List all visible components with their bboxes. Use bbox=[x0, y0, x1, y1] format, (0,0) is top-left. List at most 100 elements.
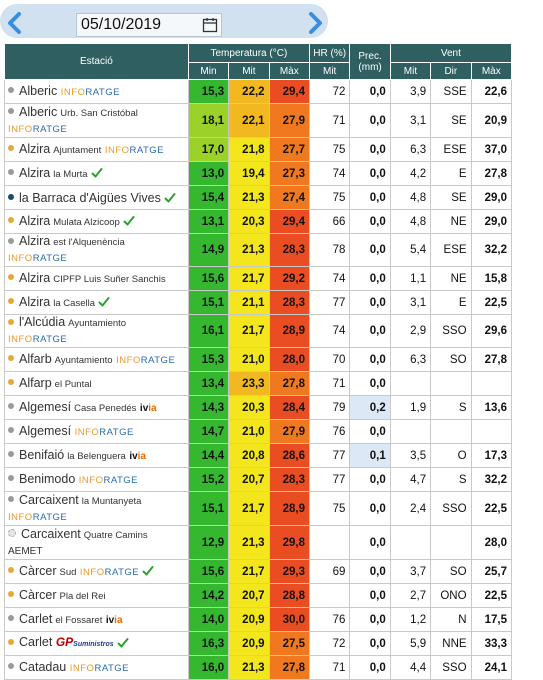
temp-min-cell: 16,1 bbox=[187, 314, 230, 348]
station-name[interactable]: Càrcer bbox=[19, 587, 57, 602]
station-cell[interactable]: Alzira la Casella bbox=[4, 290, 189, 315]
table-row[interactable]: Alzira Mulata Alzicoop 13,1 20,3 29,4 66 0,0 4,… bbox=[4, 209, 513, 234]
station-name[interactable]: Benimodo bbox=[19, 471, 76, 486]
station-name[interactable]: Carlet bbox=[19, 611, 53, 626]
station-header[interactable]: Estació bbox=[4, 43, 189, 80]
station-name[interactable]: Carcaixent bbox=[21, 526, 81, 541]
wind-max-cell: 32,2 bbox=[470, 233, 513, 267]
calendar-icon[interactable] bbox=[202, 17, 218, 33]
temp-mit-header[interactable]: Mit bbox=[228, 62, 270, 80]
table-row[interactable]: Alberic Urb. San Cristóbal INFORATGE 18,1 22… bbox=[4, 103, 513, 138]
station-name[interactable]: Alzira bbox=[19, 234, 51, 248]
station-cell[interactable]: Alberic INFORATGE bbox=[4, 79, 189, 104]
station-name[interactable]: Algemesí bbox=[19, 423, 72, 438]
table-row[interactable]: l'Alcúdia Ayuntamiento INFORATGE 16,1 21,7 2… bbox=[4, 314, 513, 348]
station-cell[interactable]: Alfarp el Puntal bbox=[4, 371, 189, 396]
station-cell[interactable]: Alzira CIPFP Luis Suñer Sanchis bbox=[4, 266, 189, 291]
station-cell[interactable]: Benifaió la Belenguera ivia bbox=[4, 443, 189, 468]
station-subtitle: la Murta bbox=[53, 168, 88, 180]
table-row[interactable]: Benimodo INFORATGE 15,2 20,7 28,3 77 0,0 4,7 S 3… bbox=[4, 467, 513, 492]
temp-max-cell: 27,3 bbox=[268, 161, 310, 186]
brand-logo: INFORATGE bbox=[8, 123, 68, 135]
station-cell[interactable]: Alzira Ajuntament INFORATGE bbox=[4, 137, 189, 162]
date-input[interactable]: 05/10/2019 bbox=[76, 13, 222, 37]
station-name[interactable]: Alfarb bbox=[19, 351, 52, 366]
station-name[interactable]: Alzira bbox=[19, 165, 51, 180]
temp-min-header[interactable]: Min bbox=[187, 62, 230, 80]
precipitation-cell: 0,0 bbox=[349, 347, 391, 372]
humidity-cell: 74 bbox=[308, 314, 351, 348]
wind-dir-header[interactable]: Dir bbox=[430, 62, 472, 80]
precipitation-cell: 0,0 bbox=[349, 631, 391, 656]
humidity-cell: 71 bbox=[308, 371, 351, 396]
table-row[interactable]: Algemesí INFORATGE 14,7 21,0 27,9 76 0,0 bbox=[4, 419, 513, 444]
station-cell[interactable]: Alfarb Ayuntamiento INFORATGE bbox=[4, 347, 189, 372]
chevron-left-icon[interactable] bbox=[4, 11, 28, 35]
station-name[interactable]: Alfarp bbox=[19, 375, 52, 390]
station-cell[interactable]: l'Alcúdia Ayuntamiento INFORATGE bbox=[4, 314, 189, 348]
station-name[interactable]: Benifaió bbox=[19, 447, 65, 462]
station-cell[interactable]: Carcaixent Quatre Camins AEMET bbox=[4, 525, 189, 560]
table-row[interactable]: Carlet el Fossaret ivia 14,0 20,9 30,0 76 0,0 1… bbox=[4, 607, 513, 632]
wind-dir-cell: NE bbox=[430, 266, 472, 291]
temp-min-cell: 14,0 bbox=[187, 607, 230, 632]
table-row[interactable]: Alfarb Ayuntamiento INFORATGE 15,3 21,0 28,0… bbox=[4, 347, 513, 372]
station-cell[interactable]: Alberic Urb. San Cristóbal INFORATGE bbox=[4, 103, 189, 138]
chevron-right-icon[interactable] bbox=[302, 11, 326, 35]
table-row[interactable]: la Barraca d'Aigües Vives 15,4 21,3 27,4 75 0… bbox=[4, 185, 513, 210]
table-row[interactable]: Alzira la Murta 13,0 19,4 27,3 74 0,0 4,2 E 27,8 bbox=[4, 161, 513, 186]
table-row[interactable]: Carlet GPSuministros 16,3 20,9 27,5 72 0,0 5,9… bbox=[4, 631, 513, 656]
wind-mit-header[interactable]: Mit bbox=[389, 62, 432, 80]
table-row[interactable]: Alzira est l'Alquenència INFORATGE 14,9 21,… bbox=[4, 233, 513, 267]
check-icon bbox=[91, 167, 103, 179]
station-name[interactable]: Algemesí bbox=[19, 399, 72, 414]
station-name[interactable]: Alberic bbox=[19, 83, 58, 98]
station-name[interactable]: Alzira bbox=[19, 213, 51, 228]
table-row[interactable]: Càrcer Pla del Rei 14,2 20,7 28,8 0,0 2,7 ONO 22… bbox=[4, 583, 513, 608]
station-name[interactable]: Alberic bbox=[19, 104, 58, 119]
station-name[interactable]: Alzira bbox=[19, 141, 51, 156]
station-cell[interactable]: la Barraca d'Aigües Vives bbox=[4, 185, 189, 210]
station-name[interactable]: Càrcer bbox=[19, 563, 57, 578]
table-row[interactable]: Catadau INFORATGE 16,0 21,3 27,8 71 0,0 4,4 SSO… bbox=[4, 655, 513, 680]
table-row[interactable]: Carcaixent la Muntanyeta INFORATGE 15,1 21,7… bbox=[4, 491, 513, 526]
hr-mit-header[interactable]: Mit bbox=[308, 62, 351, 80]
station-name[interactable]: Carlet bbox=[19, 635, 53, 649]
table-row[interactable]: Càrcer Sud INFORATGE 15,6 21,7 29,3 69 0,0 3,7 S… bbox=[4, 559, 513, 584]
temp-max-header[interactable]: Màx bbox=[268, 62, 310, 80]
wind-mit-cell: 3,5 bbox=[389, 443, 432, 468]
station-name[interactable]: Catadau bbox=[19, 659, 67, 674]
table-row[interactable]: Alzira la Casella 15,1 21,1 28,3 77 0,0 3,1 E 22,… bbox=[4, 290, 513, 315]
station-cell[interactable]: Carcaixent la Muntanyeta INFORATGE bbox=[4, 491, 189, 526]
station-cell[interactable]: Algemesí Casa Penedés ivia bbox=[4, 395, 189, 420]
station-name[interactable]: Alzira bbox=[19, 270, 51, 285]
station-name[interactable]: la Barraca d'Aigües Vives bbox=[19, 190, 161, 205]
temp-min-cell: 15,3 bbox=[187, 347, 230, 372]
table-row[interactable]: Benifaió la Belenguera ivia 14,4 20,8 28,6 77… bbox=[4, 443, 513, 468]
table-row[interactable]: Alzira CIPFP Luis Suñer Sanchis 15,6 21,7 29… bbox=[4, 266, 513, 291]
temp-min-cell: 12,9 bbox=[187, 525, 230, 560]
station-cell[interactable]: Algemesí INFORATGE bbox=[4, 419, 189, 444]
wind-mit-cell: 2,7 bbox=[389, 583, 432, 608]
station-cell[interactable]: Benimodo INFORATGE bbox=[4, 467, 189, 492]
table-row[interactable]: Carcaixent Quatre Camins AEMET 12,9 21,3 29,8… bbox=[4, 525, 513, 560]
station-cell[interactable]: Alzira est l'Alquenència INFORATGE bbox=[4, 233, 189, 267]
table-row[interactable]: Alberic INFORATGE 15,3 22,2 29,4 72 0,0 3,9 SSE… bbox=[4, 79, 513, 104]
precipitation-header[interactable]: Prec. (mm) bbox=[349, 43, 391, 80]
station-cell[interactable]: Catadau INFORATGE bbox=[4, 655, 189, 680]
station-name[interactable]: Carcaixent bbox=[19, 492, 79, 507]
station-cell[interactable]: Càrcer Pla del Rei bbox=[4, 583, 189, 608]
table-row[interactable]: Algemesí Casa Penedés ivia 14,3 20,3 28,4 79 0… bbox=[4, 395, 513, 420]
table-row[interactable]: Alfarp el Puntal 13,4 23,3 27,8 71 0,0 bbox=[4, 371, 513, 396]
station-cell[interactable]: Alzira la Murta bbox=[4, 161, 189, 186]
station-name[interactable]: l'Alcúdia bbox=[19, 315, 66, 329]
station-cell[interactable]: Carlet GPSuministros bbox=[4, 631, 189, 656]
wind-max-header[interactable]: Màx bbox=[470, 62, 513, 80]
table-row[interactable]: Alzira Ajuntament INFORATGE 17,0 21,8 27,7 75… bbox=[4, 137, 513, 162]
station-cell[interactable]: Càrcer Sud INFORATGE bbox=[4, 559, 189, 584]
station-cell[interactable]: Alzira Mulata Alzicoop bbox=[4, 209, 189, 234]
stations-table-body: Alberic INFORATGE 15,3 22,2 29,4 72 0,0 3,9 SSE… bbox=[4, 79, 513, 680]
wind-dir-cell: SSE bbox=[430, 79, 472, 104]
station-cell[interactable]: Carlet el Fossaret ivia bbox=[4, 607, 189, 632]
station-name[interactable]: Alzira bbox=[19, 294, 51, 309]
